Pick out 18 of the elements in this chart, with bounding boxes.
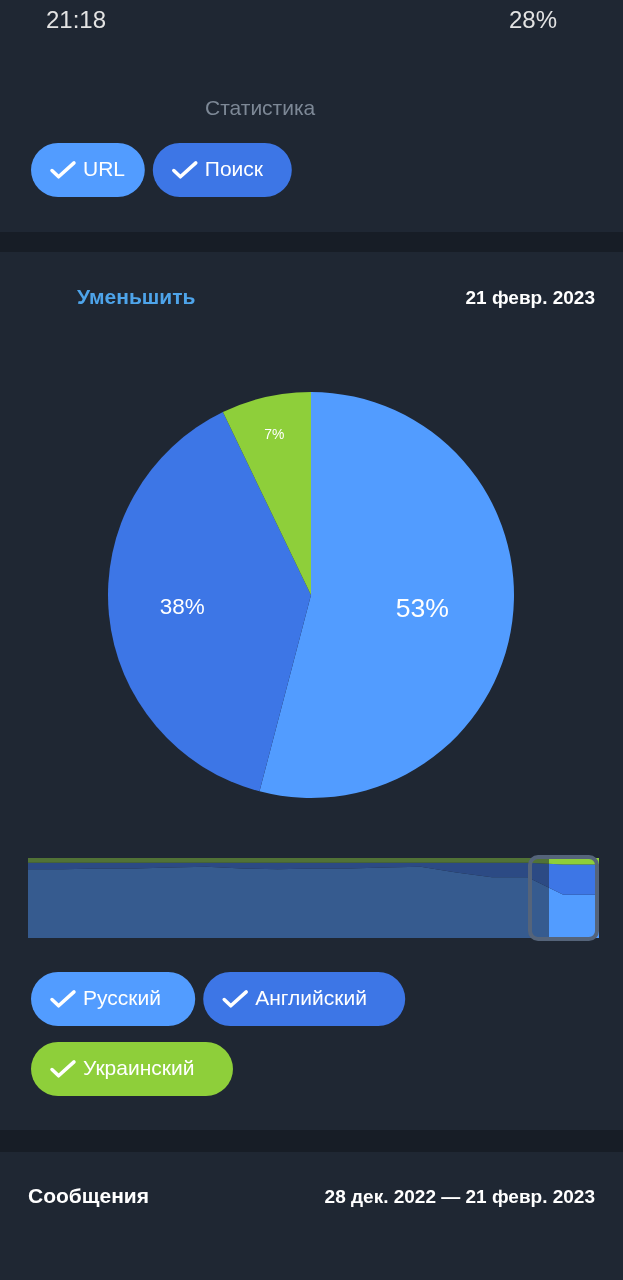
data-label: 38% [159,594,205,620]
chart-subtitle: 21 февр. 2023 [465,287,595,308]
category-label: Поиск [204,157,264,180]
legend-label: Русский [83,986,161,1009]
pie-slice [108,412,311,792]
text: 21:18 [46,6,107,33]
text: Сообщения [28,1184,150,1207]
legend-label: Английский [255,986,367,1009]
data-label: 7% [264,425,285,442]
text: Уменьшить [77,285,196,308]
text: 28% [508,6,557,33]
pie-slice [259,392,514,798]
text: 28 дек. 2022 — 21 февр. 2023 [324,1186,595,1207]
category-label: URL [83,157,126,180]
text: Статистика [205,96,316,119]
legend-label: Украинский [83,1056,195,1079]
pie-slice [222,392,311,595]
data-label: 53% [395,593,449,624]
